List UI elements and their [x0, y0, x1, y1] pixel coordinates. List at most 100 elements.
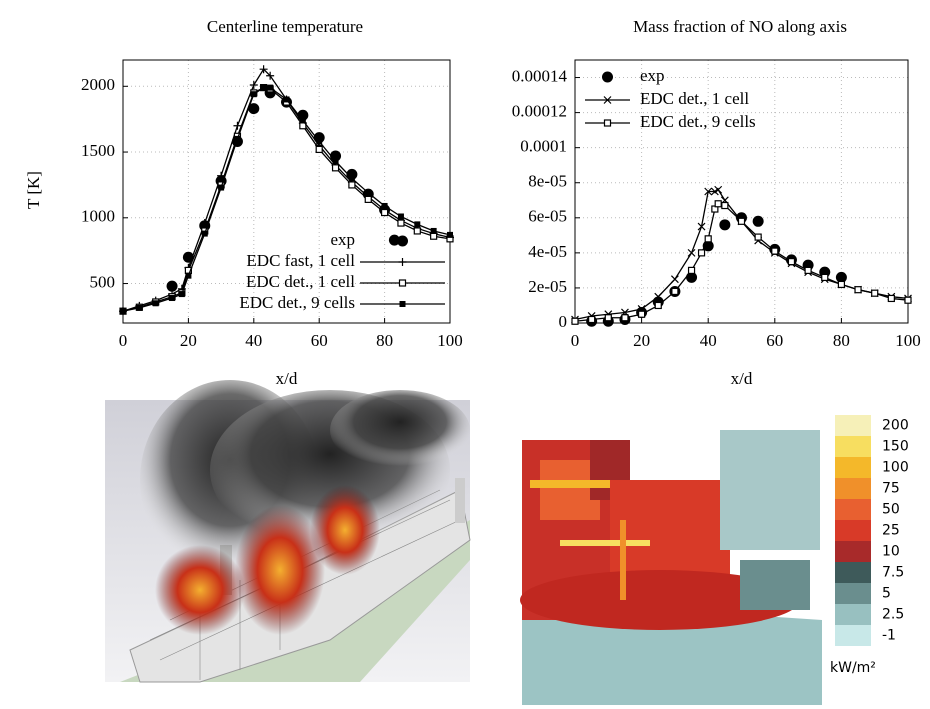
marker	[284, 96, 290, 102]
legend-marker	[399, 258, 407, 266]
legend-label: EDC det., 1 cell	[246, 272, 355, 291]
x-tick-label: 0	[571, 331, 580, 350]
colorbar-swatch	[835, 436, 871, 457]
marker	[365, 190, 371, 196]
legend-label: EDC det., 9 cells	[640, 112, 756, 131]
marker	[719, 219, 730, 230]
colorbar-swatch	[835, 604, 871, 625]
marker	[688, 249, 695, 256]
marker	[202, 231, 208, 237]
colorbar-label: 150	[882, 439, 909, 455]
figure: Centerline temperaturex/dT [K]0204060801…	[0, 0, 930, 709]
y-axis-label: T [K]	[24, 171, 43, 209]
colorbar-swatch	[835, 499, 871, 520]
marker	[179, 291, 185, 297]
marker	[888, 295, 894, 301]
fire-render	[105, 380, 470, 682]
marker	[316, 146, 322, 152]
legend-marker	[397, 236, 408, 247]
colorbar-swatch	[835, 478, 871, 499]
legend-label: EDC det., 1 cell	[640, 89, 749, 108]
colorbar-unit: kW/m²	[830, 660, 876, 676]
y-tick-label: 2000	[81, 75, 115, 94]
marker	[382, 203, 388, 209]
series-line	[575, 190, 908, 320]
marker	[431, 233, 437, 239]
colorbar-label: 2.5	[882, 607, 904, 623]
x-tick-label: 40	[245, 331, 262, 350]
marker	[872, 290, 878, 296]
marker	[250, 81, 258, 89]
marker	[739, 218, 745, 224]
y-tick-label: 2e-05	[528, 277, 567, 296]
x-axis-label: x/d	[276, 369, 298, 388]
marker	[234, 136, 240, 142]
colorbar-label: 100	[882, 460, 909, 476]
marker	[838, 281, 844, 287]
x-axis-label: x/d	[731, 369, 753, 388]
marker	[169, 295, 175, 301]
marker	[398, 213, 404, 219]
chart-title: Mass fraction of NO along axis	[633, 17, 847, 36]
marker	[218, 185, 224, 191]
colorbar-label: 7.5	[882, 565, 904, 581]
marker	[365, 196, 371, 202]
y-tick-label: 0.00014	[512, 66, 568, 85]
marker	[805, 267, 811, 273]
y-tick-label: 1500	[81, 141, 115, 160]
y-tick-label: 0	[559, 312, 568, 331]
marker	[414, 221, 420, 227]
y-tick-label: 4e-05	[528, 242, 567, 261]
colorbar-swatch	[835, 415, 871, 436]
marker	[705, 236, 711, 242]
colorbar-label: 5	[882, 586, 891, 602]
series	[572, 186, 912, 323]
x-tick-label: 40	[700, 331, 717, 350]
y-tick-label: 0.0001	[520, 137, 567, 156]
marker	[715, 186, 722, 193]
marker	[655, 302, 661, 308]
marker	[136, 305, 142, 311]
legend-label: exp	[330, 230, 355, 249]
marker	[398, 220, 404, 226]
y-tick-label: 500	[90, 272, 116, 291]
x-tick-label: 100	[437, 331, 463, 350]
marker	[699, 250, 705, 256]
colorbar-label: 75	[882, 481, 900, 497]
colorbar-label: 25	[882, 523, 900, 539]
marker	[349, 175, 355, 181]
marker	[333, 158, 339, 164]
marker	[715, 201, 721, 207]
marker	[300, 117, 306, 123]
marker	[605, 315, 611, 321]
legend-marker	[400, 301, 406, 307]
marker	[639, 311, 645, 317]
marker	[382, 210, 388, 216]
marker	[855, 287, 861, 293]
marker	[153, 300, 159, 306]
marker	[822, 274, 828, 280]
x-tick-label: 20	[633, 331, 650, 350]
marker	[431, 228, 437, 234]
marker	[722, 203, 728, 209]
marker	[589, 316, 595, 322]
marker	[905, 297, 911, 303]
marker	[333, 165, 339, 171]
marker	[772, 248, 778, 254]
colorbar-swatch	[835, 562, 871, 583]
legend-label: EDC fast, 1 cell	[246, 251, 355, 270]
marker	[755, 234, 761, 240]
legend-label: EDC det., 9 cells	[239, 293, 355, 312]
marker	[251, 91, 257, 97]
legend-marker	[605, 120, 611, 126]
x-tick-label: 100	[895, 331, 921, 350]
marker	[672, 288, 678, 294]
marker	[120, 308, 126, 314]
marker	[261, 85, 267, 91]
colorbar-swatch	[835, 520, 871, 541]
marker	[622, 315, 628, 321]
chart-title: Centerline temperature	[207, 17, 363, 36]
marker	[788, 259, 794, 265]
marker	[414, 228, 420, 234]
x-tick-label: 80	[376, 331, 393, 350]
